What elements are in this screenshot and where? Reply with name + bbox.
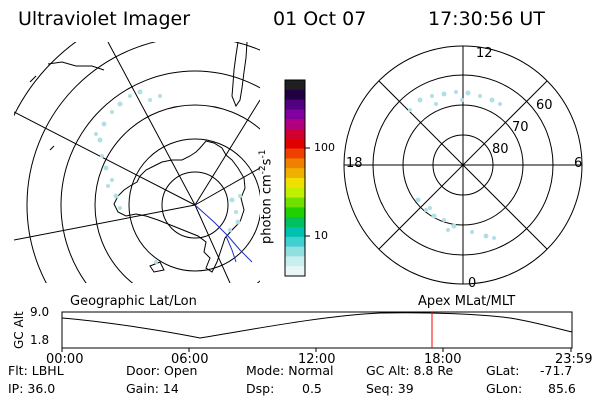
geo-meridian [194,204,231,283]
colorbar-cell [285,187,305,199]
satellite-track [225,235,237,263]
mlt-lat-60: 60 [536,98,553,113]
geo-lat-circle [128,138,260,272]
geo-meridian [194,167,260,206]
mlt-label-18: 18 [346,156,363,171]
ip-info: IP: 36.0 [8,381,56,396]
timeline-plot [61,311,573,352]
x-tick-label: 18:00 [424,352,462,367]
y-max-label: 9.0 [30,305,50,319]
geo-lat-circle [26,42,260,283]
filter-info: Flt: LBHL [8,363,64,378]
colorbar-cell [285,129,305,140]
colorbar-unit-label: photon cm-2s-1 [258,149,275,244]
colorbar-cell [285,99,305,110]
gc-alt-info: GC Alt: 8.8 Re [366,363,454,378]
gc-altitude-curve [61,312,573,339]
geo-meridian [194,99,260,206]
glon-value: 85.6 [548,381,576,396]
colorbar-cell [285,236,305,248]
gc-alt-axis-title: GC Alt [12,311,26,349]
colorbar-cell [285,119,305,130]
colorbar-cell [285,197,305,208]
timeline-frame [61,311,573,349]
colorbar-cell [285,109,305,120]
geo-lat-circle [60,70,260,283]
colorbar-cell [285,138,305,150]
dsp-value: 0.5 [302,381,322,396]
glon-label: GLon: [486,381,523,396]
colorbar [285,80,305,277]
aurora-mlt [408,90,502,240]
geo-meridian [107,42,196,206]
satellite-track [194,204,253,263]
geographic-map [14,42,260,283]
x-tick-label: 00:00 [46,352,84,367]
gain-info: Gain: 14 [126,381,179,396]
colorbar-frame [284,79,306,277]
colorbar-cell [285,246,305,257]
seq-info: Seq: 39 [366,381,414,396]
colorbar-tick-10: 10 [314,229,328,242]
x-tick-label: 06:00 [171,352,209,367]
mode-info: Mode: Normal [246,363,334,378]
apex-label: Apex MLat/MLT [418,294,516,309]
geo-meridian [14,111,196,206]
colorbar-cell [285,217,305,228]
colorbar-cell [285,89,305,101]
colorbar-cell [285,158,305,169]
y-min-label: 1.8 [30,333,50,347]
coastline-fragment [29,61,165,273]
geo-lat-circle [94,104,260,283]
x-tick-label: 23:59 [555,352,593,367]
coastline-south-america [231,42,248,108]
colorbar-cell [285,80,305,91]
glat-label: GLat: [486,363,520,378]
time-label: 17:30:56 UT [428,8,545,30]
mlt-label-0: 0 [468,276,477,291]
colorbar-cell [285,207,305,218]
geographic-label: Geographic Lat/Lon [70,294,197,309]
colorbar-tick-100: 100 [314,141,335,154]
geo-lat-circle [161,171,229,239]
aurora-geo [94,89,242,264]
geo-meridian [14,204,196,241]
mlt-lat-80: 80 [492,142,509,157]
mlt-label-6: 6 [574,156,583,171]
x-tick-label: 12:00 [298,352,336,367]
colorbar-cell [285,148,305,159]
mlt-axis [378,80,548,250]
date-label: 01 Oct 07 [273,8,367,30]
door-info: Door: Open [126,363,198,378]
mlt-lat-70: 70 [512,120,529,135]
colorbar-cell [285,266,305,277]
colorbar-cell [285,227,305,238]
dsp-label: Dsp: [246,381,275,396]
colorbar-cell [285,178,305,189]
coastline-antarctica [113,140,246,273]
colorbar-cell [285,168,305,179]
instrument-title: Ultraviolet Imager [18,8,191,30]
colorbar-cell [285,256,305,267]
mlt-label-12: 12 [476,46,493,61]
glat-value: -71.7 [540,363,573,378]
mlt-polar-plot [343,45,583,285]
